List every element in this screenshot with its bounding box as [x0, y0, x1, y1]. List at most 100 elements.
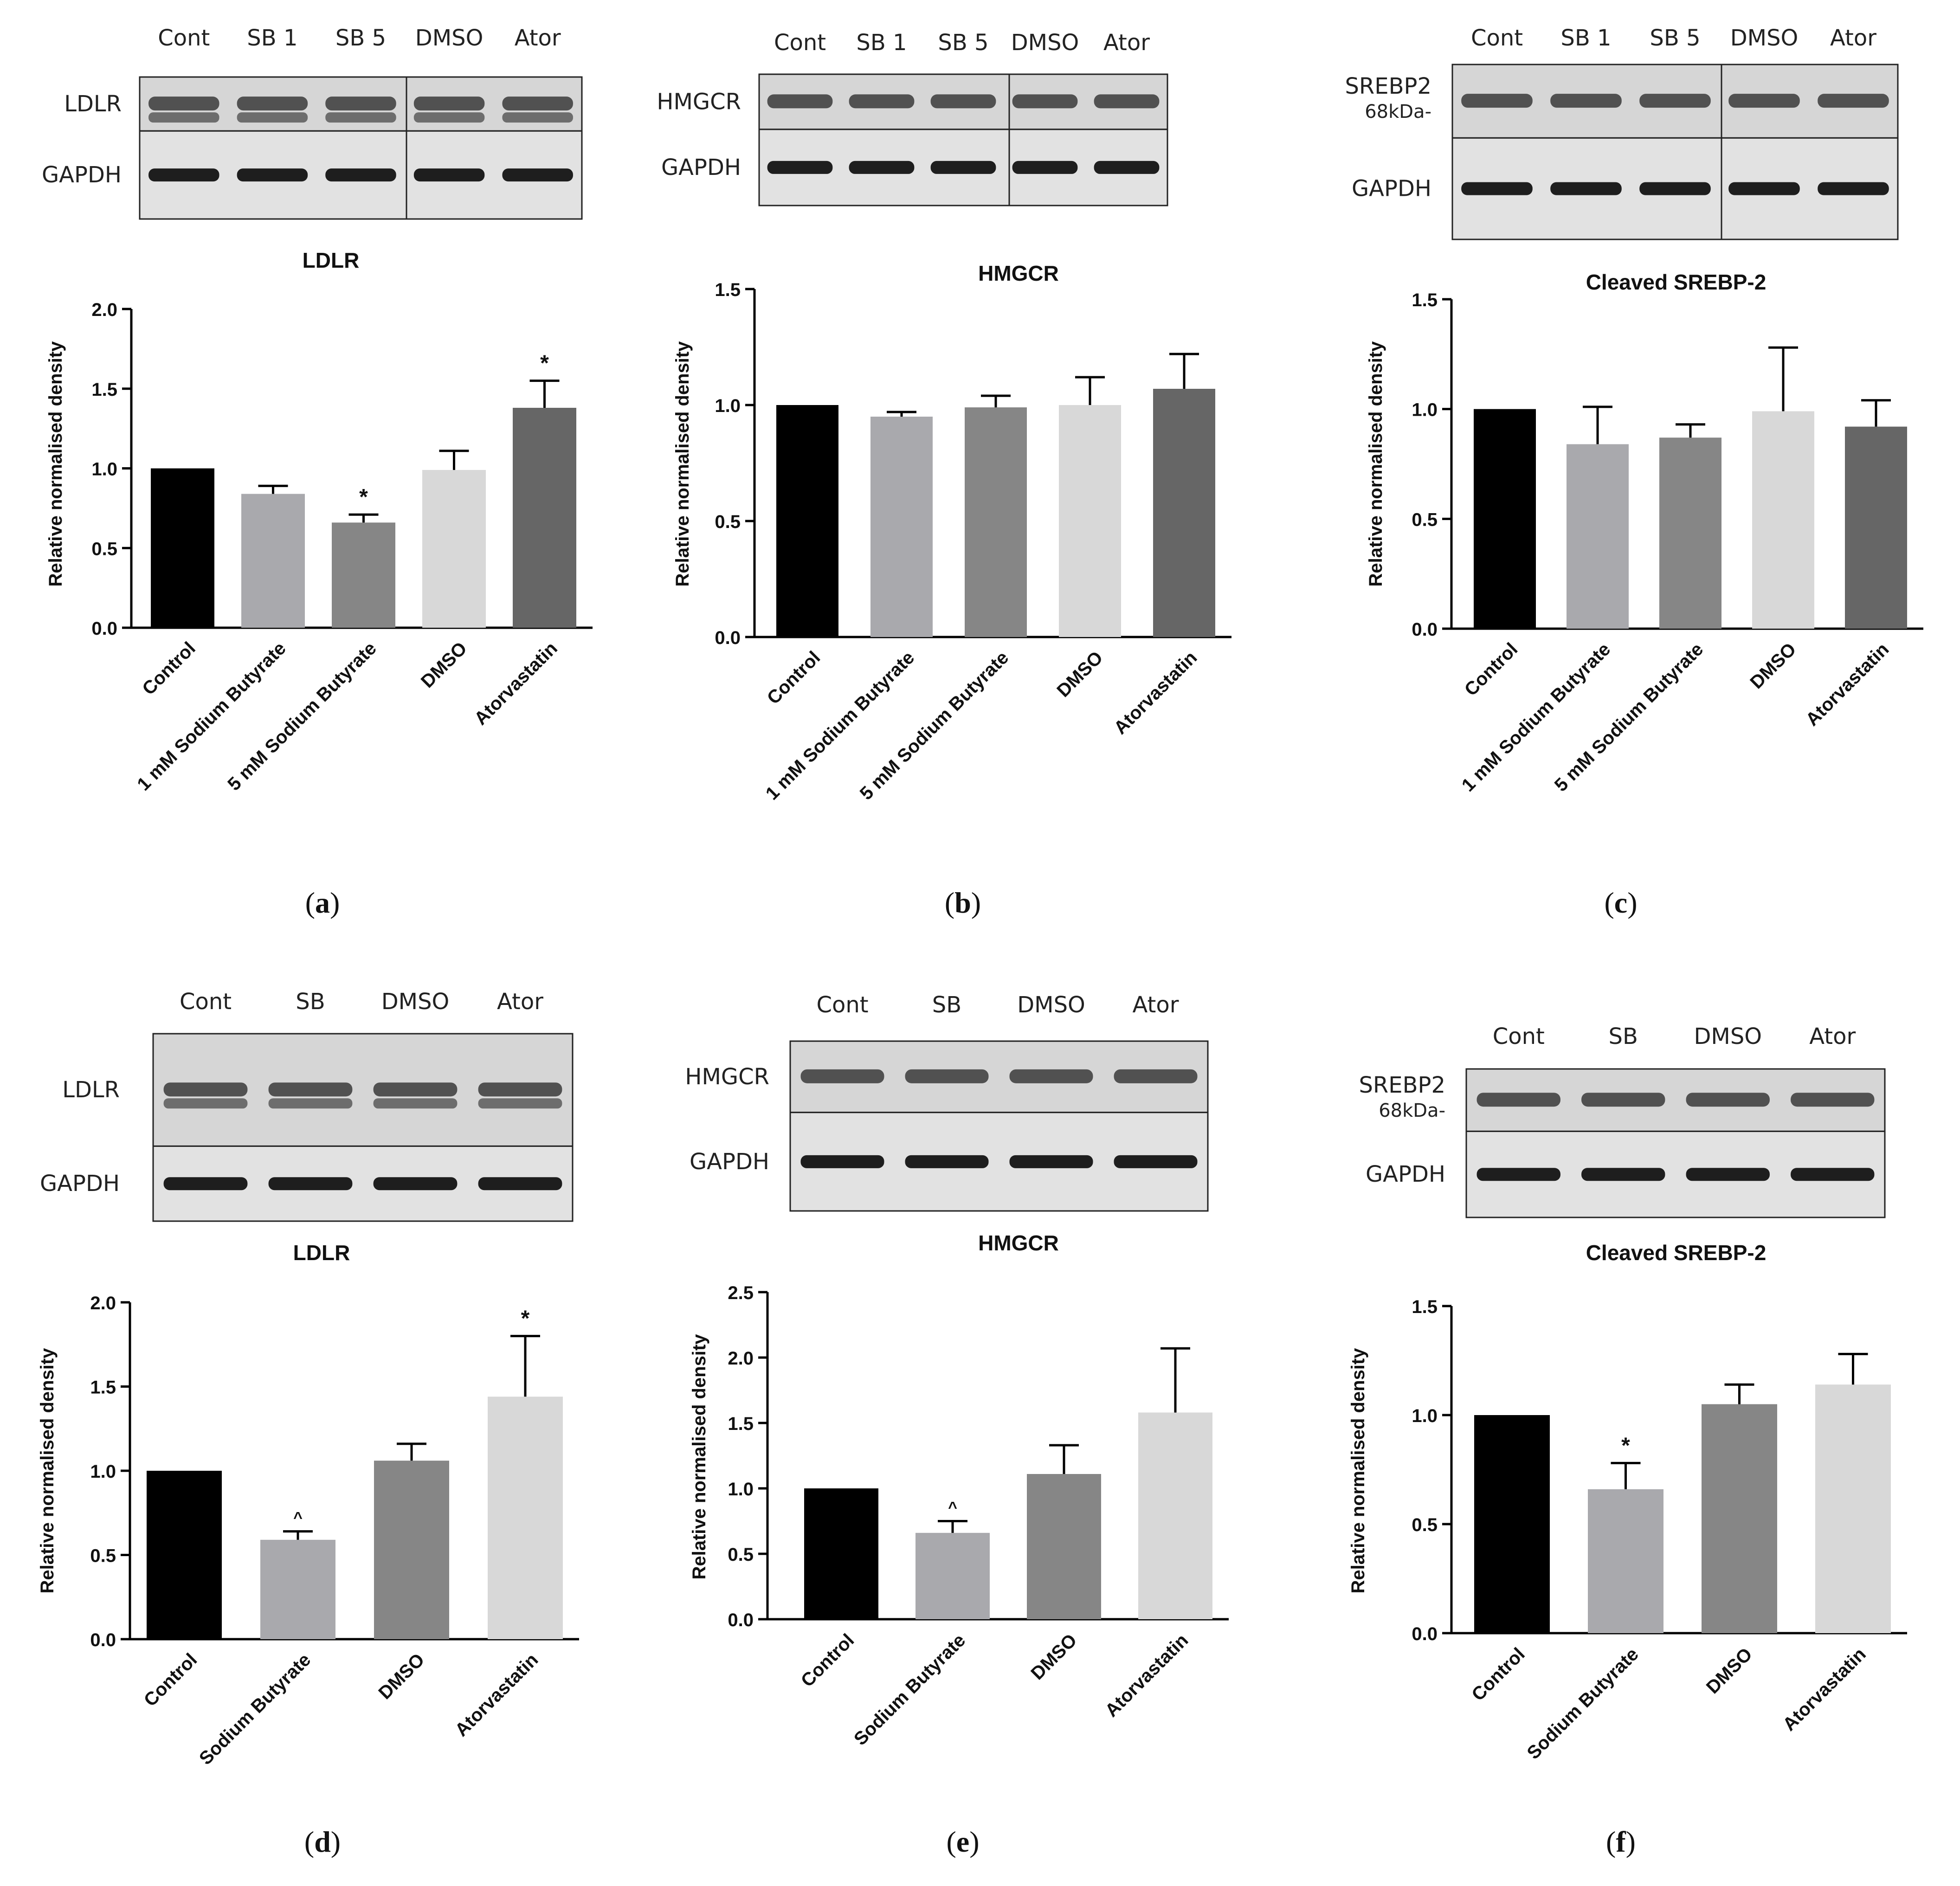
blot-row-label-srebp2: SREBP2 — [1345, 73, 1431, 99]
chart-title: Cleaved SREBP-2 — [1586, 1241, 1767, 1265]
x-category-label: DMSO — [374, 1649, 428, 1703]
blot-b: Cont SB 1 SB 5 DMSO Ator HMGCR GAPDH — [657, 30, 1168, 206]
blot-band-target — [1581, 1093, 1665, 1107]
blot-d: Cont SB DMSO Ator LDLR GAPDH — [40, 989, 574, 1222]
blot-band-target — [148, 97, 219, 111]
blot-band-target — [163, 1082, 248, 1097]
blot-band-gapdh — [163, 1177, 248, 1191]
chart-d: LDLR Relative normalised density 0.0 0.5 1.0… — [37, 1241, 579, 1769]
blot-band-gapdh — [1818, 182, 1889, 195]
blot-band-target-lower — [325, 112, 396, 123]
blot-band-gapdh — [1114, 1155, 1198, 1168]
y-tick-label: 0.5 — [728, 1545, 754, 1565]
blot-row-label-hmgcr: HMGCR — [657, 89, 741, 115]
blot-kda-marker: 68kDa- — [1365, 101, 1431, 122]
blot-row-label-gapdh: GAPDH — [661, 154, 741, 180]
bar-control — [1474, 409, 1536, 629]
caption-open-paren: ( — [305, 886, 315, 919]
y-tick-label: 0.0 — [728, 1610, 754, 1630]
blot-lane-label: Ator — [1830, 25, 1876, 51]
blot-row-label-gapdh: GAPDH — [690, 1149, 769, 1175]
caption-close-paren: ) — [330, 886, 340, 919]
bar-5-mm-sodium-butyrate — [965, 407, 1027, 637]
blot-band-target — [1550, 94, 1622, 108]
blot-band-gapdh — [849, 161, 915, 174]
blot-band-gapdh — [502, 168, 573, 182]
blot-kda-marker: 68kDa- — [1379, 1100, 1445, 1121]
blot-lane-label: Ator — [497, 989, 543, 1015]
caption-open-paren: ( — [946, 1825, 956, 1858]
blot-band-target — [1094, 94, 1160, 109]
bar-control — [804, 1488, 878, 1619]
blot-lane-label: Cont — [816, 992, 868, 1018]
x-category-label: 5 mM Sodium Butyrate — [1551, 639, 1708, 796]
y-tick-label: 2.0 — [91, 300, 117, 320]
blot-band-gapdh — [905, 1155, 989, 1168]
blot-band-gapdh — [1728, 182, 1800, 195]
blot-band-gapdh — [930, 161, 996, 174]
chart-title: HMGCR — [978, 1231, 1059, 1255]
blot-band-target-lower — [163, 1098, 248, 1109]
caption-letter: e — [956, 1825, 969, 1858]
blot-row-label-gapdh: GAPDH — [1366, 1161, 1445, 1187]
x-category-label: Sodium Butyrate — [195, 1649, 315, 1769]
blot-band-target — [1639, 94, 1711, 108]
x-category-label: 1 mM Sodium Butyrate — [762, 647, 919, 804]
y-tick-label: 0.0 — [715, 628, 741, 648]
bar-5-mm-sodium-butyrate — [1659, 438, 1721, 629]
blot-band-target — [1461, 94, 1533, 108]
chart-f: Cleaved SREBP-2 Relative normalised densi… — [1348, 1241, 1907, 1764]
y-axis-label: Relative normalised density — [689, 1334, 709, 1580]
blot-band-target — [1686, 1093, 1770, 1107]
blot-band-gapdh — [1639, 182, 1711, 195]
bar-dmso — [1702, 1404, 1777, 1633]
blot-lane-label: DMSO — [1694, 1023, 1762, 1049]
y-axis-label: Relative normalised density — [672, 341, 693, 587]
blot-lane-label: SB 5 — [335, 25, 386, 51]
x-category-label: Control — [140, 1649, 201, 1711]
x-category-label: Atorvastatin — [1101, 1630, 1192, 1721]
y-tick-label: 1.0 — [1412, 1406, 1438, 1426]
y-tick-label: 1.5 — [1412, 290, 1438, 310]
blot-band-target — [1009, 1069, 1093, 1083]
x-category-label: DMSO — [1027, 1630, 1081, 1684]
blot-band-target — [905, 1069, 989, 1083]
blot-band-gapdh — [373, 1177, 458, 1191]
x-category-label: 5 mM Sodium Butyrate — [856, 647, 1013, 804]
y-tick-label: 0.5 — [90, 1546, 116, 1566]
blot-band-target — [800, 1069, 884, 1083]
x-category-label: DMSO — [1702, 1644, 1756, 1698]
blot-lane-label: Cont — [158, 25, 210, 51]
y-tick-label: 1.5 — [715, 280, 741, 300]
blot-lane-label: DMSO — [1017, 992, 1085, 1018]
blot-row-label-srebp2: SREBP2 — [1359, 1072, 1445, 1098]
blot-band-target — [478, 1082, 562, 1097]
chart-e: HMGCR Relative normalised density 0.0 0.5 1.… — [689, 1231, 1229, 1750]
blot-band-target — [413, 97, 485, 111]
bar-sodium-butyrate — [1588, 1489, 1663, 1633]
bar-atorvastatin — [1153, 389, 1215, 637]
blot-band-gapdh — [1461, 182, 1533, 195]
significance-asterisk: * — [359, 485, 368, 509]
y-tick-label: 0.5 — [1412, 1515, 1438, 1535]
blot-band-gapdh — [1094, 161, 1160, 174]
y-tick-label: 2.0 — [728, 1348, 754, 1369]
x-category-label: Control — [763, 647, 825, 708]
significance-asterisk: * — [540, 351, 549, 376]
caption-open-paren: ( — [945, 886, 954, 919]
significance-caret: ^ — [948, 1499, 957, 1517]
caption-close-paren: ) — [1626, 1825, 1636, 1858]
y-tick-label: 2.5 — [728, 1283, 754, 1303]
x-category-label: DMSO — [1746, 639, 1800, 693]
blot-lane-label: DMSO — [415, 25, 484, 51]
chart-c: Cleaved SREBP-2 Relative normalised densi… — [1366, 270, 1923, 796]
x-category-label: 1 mM Sodium Butyrate — [1458, 639, 1615, 796]
x-category-label: Sodium Butyrate — [1523, 1644, 1642, 1763]
significance-caret: ^ — [293, 1509, 303, 1527]
y-tick-label: 1.5 — [728, 1414, 754, 1434]
bar-control — [1474, 1415, 1550, 1633]
caption-open-paren: ( — [1604, 886, 1614, 919]
blot-band-target — [1818, 94, 1889, 108]
